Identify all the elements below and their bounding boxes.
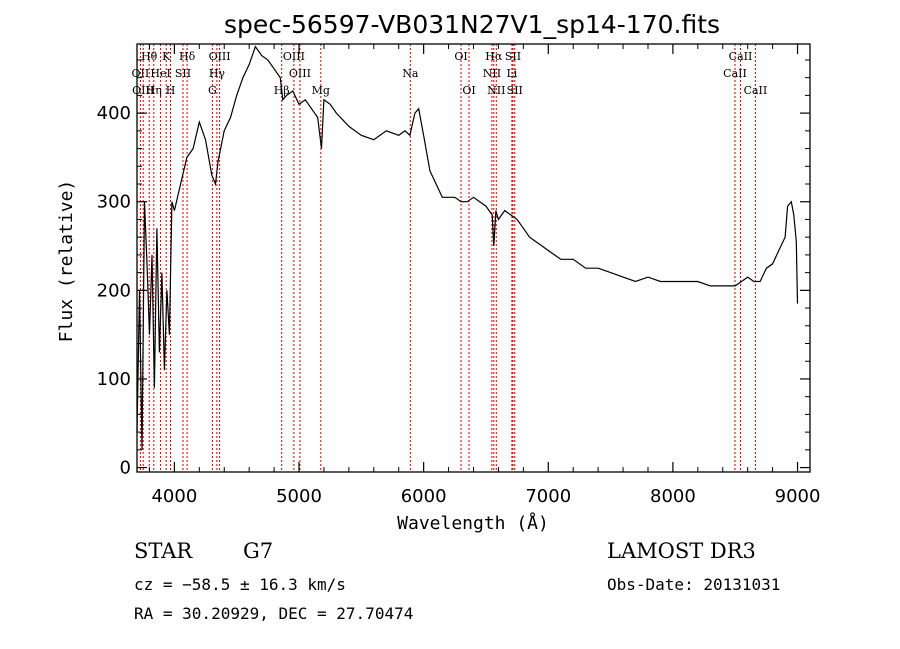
y-tick-label: 400 (97, 103, 131, 124)
y-tick-label: 200 (97, 280, 131, 301)
spectral-line-label: SII (175, 67, 191, 80)
spectral-line-label: NII (487, 84, 505, 97)
spectral-line-label: K (162, 50, 171, 63)
survey-name: LAMOST DR3 (607, 539, 756, 563)
spectral-line-label: Li (506, 67, 517, 80)
x-tick-label: 8000 (650, 486, 696, 507)
spectral-line-label: OI (454, 50, 467, 63)
y-tick-label: 0 (120, 458, 131, 479)
spectral-line-label: Mg (312, 84, 330, 97)
spectral-line-markers (139, 44, 756, 472)
y-tick-label: 300 (97, 192, 131, 213)
spectrum-series-line (136, 45, 799, 450)
redshift-velocity: cz = −58.5 ± 16.3 km/s (134, 575, 346, 594)
spectral-line-label: Hθ (141, 50, 158, 63)
x-tick-label: 6000 (401, 486, 447, 507)
x-tick-label: 5000 (276, 486, 322, 507)
spectral-line-label: CaII (729, 50, 753, 63)
spectral-line-label: Hγ (209, 67, 226, 80)
spectral-line-label: OII (132, 67, 150, 80)
spectral-line-label: OIII (289, 67, 311, 80)
sky-coordinates: RA = 30.20929, DEC = 27.70474 (134, 604, 413, 623)
y-axis-ticks: 0 100 200 300 400 (97, 59, 810, 479)
x-axis-label: Wavelength (Å) (397, 512, 549, 534)
spectral-line-label: SII (505, 50, 521, 63)
x-tick-label: 7000 (525, 486, 571, 507)
observation-date: Obs-Date: 20131031 (607, 575, 780, 594)
spectral-line-label: Hδ (179, 50, 196, 63)
spectral-line-label: OIII (283, 50, 305, 63)
spectral-line-label: SII (507, 84, 523, 97)
spectral-line-label: Hα (485, 50, 503, 63)
spectral-line-label: NII (483, 67, 501, 80)
object-subclass: G7 (243, 539, 273, 563)
spectral-line-label: G (208, 84, 217, 97)
y-tick-label: 100 (97, 369, 131, 390)
x-tick-label: 9000 (775, 486, 821, 507)
spectral-line-label: OIII (209, 50, 231, 63)
x-axis-ticks: 4000 5000 6000 7000 8000 9000 (148, 44, 821, 507)
chart-title: spec-56597-VB031N27V1_sp14-170.fits (224, 10, 720, 39)
spectral-line-label: CaII (744, 84, 768, 97)
object-class: STAR (134, 539, 193, 563)
spectral-line-label: OIII (132, 84, 154, 97)
spectral-line-label: CaII (723, 67, 747, 80)
spectral-line-label: Hη (146, 84, 162, 97)
spectral-line-label: HeI (150, 67, 170, 80)
spectral-line-label: H (166, 84, 176, 97)
plot-frame (136, 43, 811, 473)
spectral-line-label: OI (462, 84, 475, 97)
y-axis-label: Flux (relative) (56, 180, 77, 343)
spectral-line-label: Na (402, 67, 419, 80)
x-tick-label: 4000 (151, 486, 197, 507)
